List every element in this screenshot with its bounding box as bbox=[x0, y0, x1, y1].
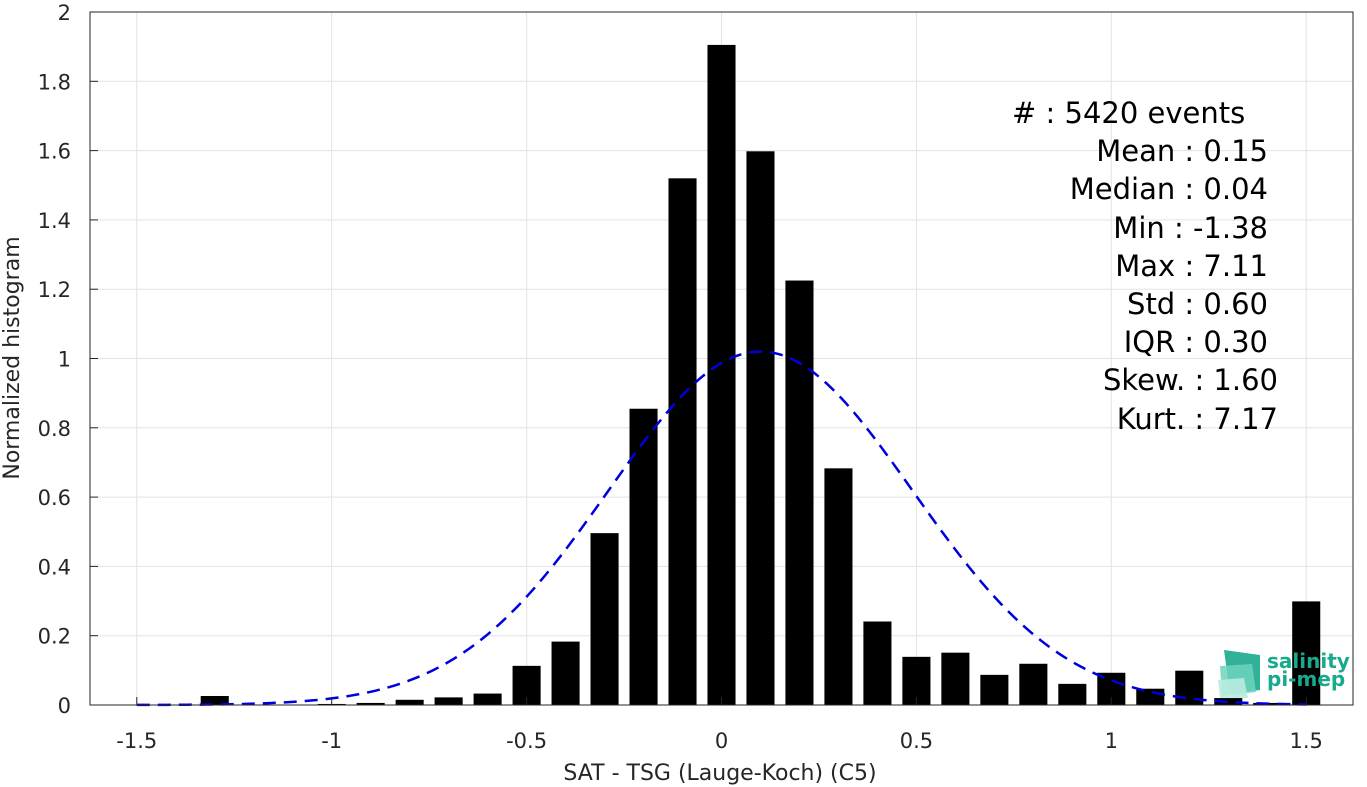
y-tick-label: 0 bbox=[58, 694, 71, 718]
histogram-bar bbox=[434, 697, 463, 705]
y-tick-label: 0.4 bbox=[38, 555, 71, 579]
x-tick-label: -1.5 bbox=[116, 729, 157, 753]
stat-max: Max : 7.11 bbox=[1115, 249, 1268, 283]
stat-skew: Skew. : 1.60 bbox=[1103, 363, 1278, 397]
y-tick-label: 0.6 bbox=[38, 486, 71, 510]
histogram-bar bbox=[1214, 698, 1243, 705]
y-axis-label: Normalized histogram bbox=[0, 236, 25, 479]
y-tick-label: 0.8 bbox=[38, 417, 71, 441]
histogram-bar bbox=[629, 408, 658, 705]
stat-kurt: Kurt. : 7.17 bbox=[1117, 402, 1278, 436]
y-tick-label: 0.2 bbox=[38, 625, 71, 649]
y-tick-label: 1.2 bbox=[38, 278, 71, 302]
histogram-bar bbox=[785, 280, 814, 705]
histogram-bar bbox=[1058, 683, 1087, 705]
histogram-bar bbox=[356, 702, 385, 705]
y-tick-label: 1.8 bbox=[38, 70, 71, 94]
stat-median: Median : 0.04 bbox=[1070, 172, 1268, 206]
histogram-bar bbox=[1292, 601, 1321, 705]
histogram-bars bbox=[200, 44, 1321, 706]
y-tick-label: 1.4 bbox=[38, 209, 71, 233]
histogram-bar bbox=[1019, 663, 1048, 705]
logo-wave-icon bbox=[1218, 650, 1260, 698]
y-axis-ticks: 0 0.2 0.4 0.6 0.8 1 1.2 1.4 1.6 1.8 2 bbox=[38, 1, 98, 718]
histogram-bar bbox=[590, 533, 619, 705]
x-axis-ticks: -1.5 -1 -0.5 0 0.5 1 1.5 bbox=[116, 697, 1323, 753]
statistics-box: # : 5420 events Mean : 0.15 Median : 0.0… bbox=[1012, 96, 1278, 436]
histogram-bar bbox=[707, 44, 736, 706]
histogram-bar bbox=[980, 674, 1009, 705]
histogram-bar bbox=[824, 468, 853, 705]
salinity-pi-mep-logo: salinity pi-mep bbox=[1218, 649, 1350, 698]
histogram-bar bbox=[395, 699, 424, 705]
y-tick-label: 1.6 bbox=[38, 140, 71, 164]
stat-events: # : 5420 events bbox=[1012, 96, 1245, 130]
stat-min: Min : -1.38 bbox=[1113, 211, 1268, 245]
logo-line1: salinity bbox=[1267, 649, 1350, 673]
histogram-bar bbox=[668, 178, 697, 705]
histogram-bar bbox=[746, 151, 775, 706]
x-tick-label: 1.5 bbox=[1290, 729, 1323, 753]
stat-iqr: IQR : 0.30 bbox=[1124, 325, 1268, 359]
x-tick-label: -0.5 bbox=[506, 729, 547, 753]
x-axis-label: SAT - TSG (Lauge-Koch) (C5) bbox=[563, 761, 876, 786]
stat-mean: Mean : 0.15 bbox=[1096, 134, 1268, 168]
histogram-bar bbox=[863, 621, 892, 705]
x-tick-label: 0.5 bbox=[900, 729, 933, 753]
histogram-bar bbox=[200, 695, 229, 705]
histogram-bar bbox=[551, 641, 580, 705]
y-tick-label: 1 bbox=[58, 348, 71, 372]
x-tick-label: 1 bbox=[1105, 729, 1118, 753]
histogram-bar bbox=[941, 652, 970, 705]
histogram-bar bbox=[473, 693, 502, 705]
y-tick-label: 2 bbox=[58, 1, 71, 25]
x-tick-label: 0 bbox=[715, 729, 728, 753]
logo-line2: pi-mep bbox=[1267, 667, 1345, 691]
stat-std: Std : 0.60 bbox=[1127, 287, 1268, 321]
x-tick-label: -1 bbox=[321, 729, 342, 753]
histogram-bar bbox=[1136, 688, 1165, 705]
histogram-bar bbox=[902, 656, 931, 705]
